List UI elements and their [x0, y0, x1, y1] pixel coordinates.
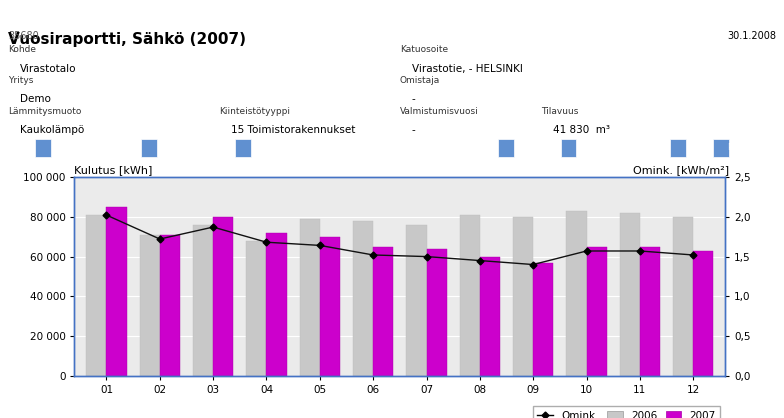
Bar	[670, 139, 686, 157]
Bar	[193, 224, 213, 376]
Text: Kohde: Kohde	[8, 45, 36, 54]
Bar	[35, 139, 51, 157]
Bar	[320, 237, 340, 376]
Text: >: >	[686, 143, 694, 152]
Text: Virastotie, - HELSINKI: Virastotie, - HELSINKI	[412, 64, 522, 74]
Text: <: <	[576, 143, 584, 152]
Text: 2006: 2006	[517, 143, 540, 152]
Bar	[533, 263, 554, 376]
Text: Kaukolämpö: Kaukolämpö	[20, 125, 84, 135]
Text: -: -	[412, 94, 416, 104]
Text: Lämmitysmuoto: Lämmitysmuoto	[8, 107, 82, 116]
Bar	[141, 139, 157, 157]
Text: Omistaja: Omistaja	[400, 76, 440, 85]
Text: Demo: Demo	[20, 94, 50, 104]
Bar	[480, 257, 500, 376]
Text: kWh: kWh	[9, 143, 29, 152]
Text: Päivitä: Päivitä	[727, 143, 757, 152]
Text: -: -	[435, 143, 438, 152]
Text: Kulutus [kWh]: Kulutus [kWh]	[74, 165, 153, 175]
Bar	[267, 233, 287, 376]
Text: 2007: 2007	[612, 143, 634, 152]
Text: Virastotalo: Virastotalo	[20, 64, 76, 74]
Text: 30.1.2008: 30.1.2008	[727, 31, 776, 41]
Bar	[86, 215, 107, 376]
Bar	[459, 215, 480, 376]
Text: Tilavuus: Tilavuus	[541, 107, 579, 116]
Bar	[566, 211, 586, 376]
Bar	[426, 249, 447, 376]
Bar	[353, 221, 373, 376]
Text: 41 830  m³: 41 830 m³	[553, 125, 610, 135]
Bar	[513, 217, 533, 376]
Text: 35680: 35680	[8, 31, 38, 41]
Bar	[619, 213, 640, 376]
Text: Omink. [kWh/m²]: Omink. [kWh/m²]	[633, 165, 729, 175]
Bar	[160, 234, 180, 376]
Bar	[406, 224, 426, 376]
Bar	[299, 219, 320, 376]
Bar	[693, 250, 713, 376]
Bar	[140, 234, 160, 376]
Bar	[235, 139, 251, 157]
Bar	[586, 247, 607, 376]
Text: Valmistumisvuosi: Valmistumisvuosi	[400, 107, 478, 116]
Text: -: -	[412, 125, 416, 135]
Text: Vuosiraportti, Sähkö (2007): Vuosiraportti, Sähkö (2007)	[8, 32, 246, 47]
Text: Kiinteistötyyppi: Kiinteistötyyppi	[220, 107, 291, 116]
Text: Katuosoite: Katuosoite	[400, 45, 448, 54]
Text: Tilavuus: Tilavuus	[184, 143, 222, 152]
Text: 15 Toimistorakennukset: 15 Toimistorakennukset	[231, 125, 356, 135]
Bar	[713, 139, 729, 157]
Bar	[246, 241, 267, 376]
Text: Yritys: Yritys	[8, 76, 33, 85]
Text: Ei jakaumaa: Ei jakaumaa	[55, 143, 111, 152]
Bar	[640, 247, 660, 376]
Bar	[498, 139, 514, 157]
Bar	[561, 139, 576, 157]
Bar	[213, 217, 234, 376]
Bar	[373, 247, 394, 376]
Bar	[673, 217, 693, 376]
Legend: Omink., 2006, 2007: Omink., 2006, 2007	[533, 406, 720, 418]
Bar	[107, 207, 127, 376]
